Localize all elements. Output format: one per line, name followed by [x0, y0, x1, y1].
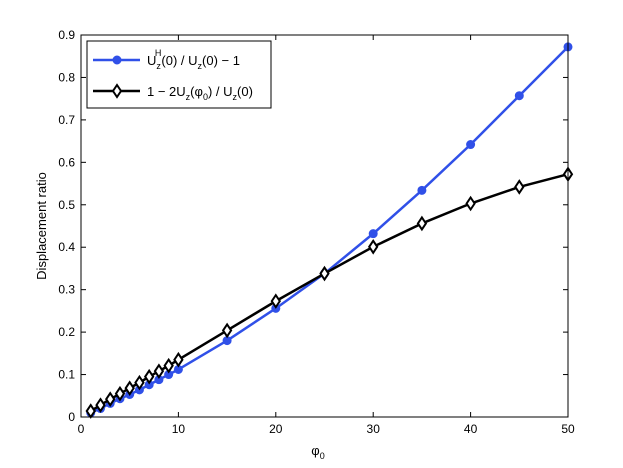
x-tick-label-2: 20 — [269, 422, 283, 436]
series-2-point-1 — [95, 397, 106, 413]
y-tick-label-9: 0.9 — [58, 28, 75, 42]
series-2-point-10 — [221, 322, 233, 339]
series-2-point-2 — [105, 391, 116, 407]
series-1-point-15 — [466, 140, 476, 150]
axes-box — [80, 34, 569, 418]
legend-label-series-2: 1 − 2Uz(φ0) / Uz(0) — [147, 84, 253, 102]
legend: UzH(0) / Uz(0) − 1 1 − 2Uz(φ0) / Uz(0) — [86, 40, 272, 109]
series-1-point-14 — [417, 185, 427, 195]
series-2-point-5 — [134, 374, 145, 391]
x-tick-label-1: 10 — [172, 422, 186, 436]
y-tick-label-0: 0 — [68, 410, 75, 424]
series-2-point-8 — [163, 357, 174, 374]
x-tick-label-0: 0 — [78, 422, 85, 436]
series-1-point-16 — [514, 91, 524, 101]
y-tick-label-7: 0.7 — [58, 113, 75, 127]
x-axis-label-sub: 0 — [320, 451, 325, 461]
tick-layer: 0 10 20 30 40 50 0 0.1 0.2 0.3 0.4 0.5 0.6 0.7 0.8 0.9 — [58, 28, 575, 436]
legend-marker-series-1 — [112, 55, 122, 65]
series-2-point-15 — [465, 195, 476, 212]
y-tick-label-1: 0.1 — [58, 368, 75, 382]
y-tick-label-5: 0.5 — [58, 198, 75, 212]
series-2-point-14 — [416, 215, 428, 232]
y-tick-label-3: 0.3 — [58, 283, 75, 297]
series-2-point-4 — [124, 380, 135, 396]
series-2-point-16 — [514, 179, 525, 195]
series-2-point-11 — [270, 293, 282, 309]
series-2-point-6 — [143, 368, 155, 385]
series-1-point-13 — [368, 229, 378, 239]
series-layer — [85, 42, 574, 419]
x-axis-label-main: φ — [311, 443, 319, 458]
y-tick-label-6: 0.6 — [58, 155, 75, 169]
series-2-point-13 — [367, 238, 379, 255]
series-2-point-7 — [153, 363, 165, 379]
series-2-point-9 — [173, 351, 184, 368]
series-2-point-3 — [114, 385, 126, 402]
x-tick-label-3: 30 — [367, 422, 381, 436]
y-tick-label-4: 0.4 — [58, 240, 75, 254]
x-tick-label-4: 40 — [464, 422, 478, 436]
series-2-point-12 — [319, 265, 330, 282]
y-tick-label-8: 0.8 — [58, 70, 75, 84]
x-axis-label: φ0 — [311, 443, 324, 461]
x-tick-label-5: 50 — [561, 422, 575, 436]
legend-marker-series-2 — [111, 83, 123, 99]
y-axis-label: Displacement ratio — [34, 172, 49, 280]
legend-label-series-1: UzH(0) / Uz(0) − 1 — [147, 48, 240, 71]
y-tick-label-2: 0.2 — [58, 325, 75, 339]
